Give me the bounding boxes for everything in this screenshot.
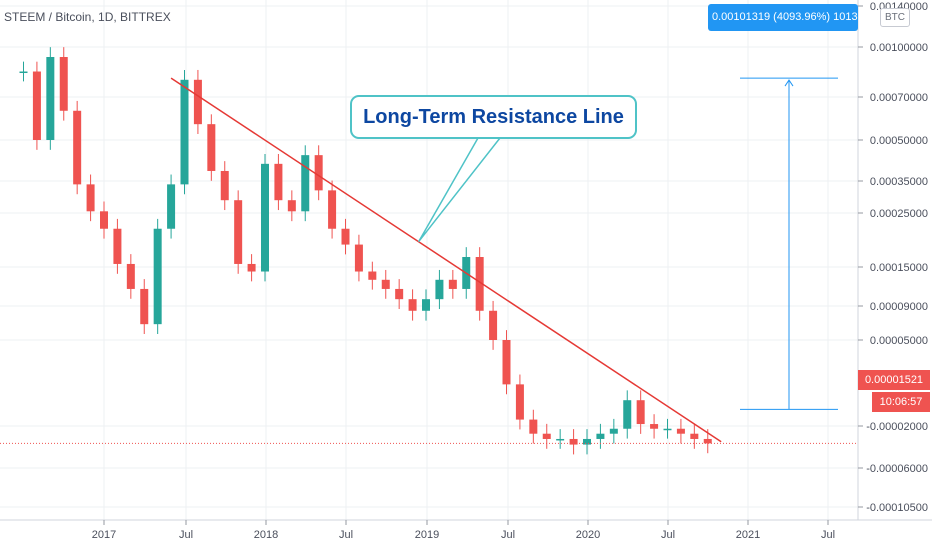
candle-body [234,200,243,264]
y-tick-label: 0.00035000 [870,176,928,188]
candle-body [19,71,28,74]
candle-body [556,438,565,441]
price-axis[interactable]: 0.001400000.001000000.000700000.00050000… [858,1,928,514]
candle-body [207,124,216,171]
candle-body [328,190,337,229]
candle-body [32,71,41,140]
symbol-title[interactable]: STEEM / Bitcoin, 1D, BITTREX [4,10,171,24]
candle-body [341,228,350,245]
candle-body [314,155,323,191]
candle-body [287,200,296,212]
candle-body [515,384,524,420]
candle-body [46,57,55,141]
x-tick-label: 2017 [92,529,116,541]
candle-body [636,400,645,425]
candle-body [368,271,377,280]
candle-body [583,438,591,445]
candle-body [475,257,484,311]
y-tick-label: 0.00025000 [870,208,928,220]
y-tick-label: 0.00070000 [870,92,928,104]
resistance-line-callout[interactable]: Long-Term Resistance Line [350,95,637,139]
currency-badge[interactable]: BTC [880,8,910,27]
y-tick-label: 0.00005000 [870,335,928,347]
y-tick-label: 0.00015000 [870,262,928,274]
candle-body [301,155,310,212]
last-price-tag: 0.00001521 [858,370,930,390]
candle-body [650,424,659,429]
y-tick-label: 0.00009000 [870,301,928,313]
drawings [0,77,858,444]
candle-body [381,279,390,289]
x-tick-label: 2021 [736,529,760,541]
x-tick-label: 2018 [254,529,278,541]
candle-body [153,228,162,325]
time-axis[interactable]: 2017 Jul 2018 Jul 2019 Jul 2020 Jul 2021 Jul [92,520,835,541]
candle-body [703,438,712,444]
candle-body [126,263,135,289]
candle-countdown: 10:06:57 [872,392,930,412]
candle-body [193,79,202,125]
x-tick-label: Jul [179,529,193,541]
x-tick-label: Jul [661,529,675,541]
x-tick-label: 2019 [415,529,439,541]
candle-body [502,340,511,385]
candle-body [569,438,578,445]
candle-body [623,400,632,429]
candle-body [609,428,618,434]
candle-body [86,184,95,212]
candle-body [247,263,256,272]
y-tick-label: -0.00006000 [866,463,928,475]
candle-body [167,184,176,229]
candle-body [596,433,605,439]
candle-body [73,110,82,185]
x-tick-label: Jul [821,529,835,541]
candle-body [435,279,444,300]
candle-body [690,433,699,439]
measure-arrow-head [784,79,794,87]
resistance-trendline[interactable] [170,77,722,443]
candle-body [408,299,417,311]
x-tick-label: Jul [501,529,515,541]
y-tick-label: -0.00010500 [866,502,928,514]
x-tick-label: Jul [339,529,353,541]
y-tick-label: 0.00050000 [870,135,928,147]
candle-body [676,428,685,434]
candle-body [395,288,404,300]
candle-body [180,79,189,185]
candle-body [422,299,430,311]
x-tick-label: 2020 [576,529,600,541]
candle-body [448,279,457,289]
candle-body [489,310,498,340]
candle-body [529,419,538,434]
y-tick-label: -0.00002000 [866,421,928,433]
candle-body [100,211,108,229]
candle-body [663,428,672,431]
y-tick-label: 0.00100000 [870,42,928,54]
candle-body [274,163,283,201]
candle-body [542,433,551,439]
candle-body [354,244,363,272]
candle-body [140,288,149,325]
candle-body [261,163,269,272]
candle-body [220,170,229,201]
candle-body [59,57,68,111]
measure-label[interactable]: 0.00101319 (4093.96%) 10131 [708,4,858,31]
candle-body [113,228,122,264]
